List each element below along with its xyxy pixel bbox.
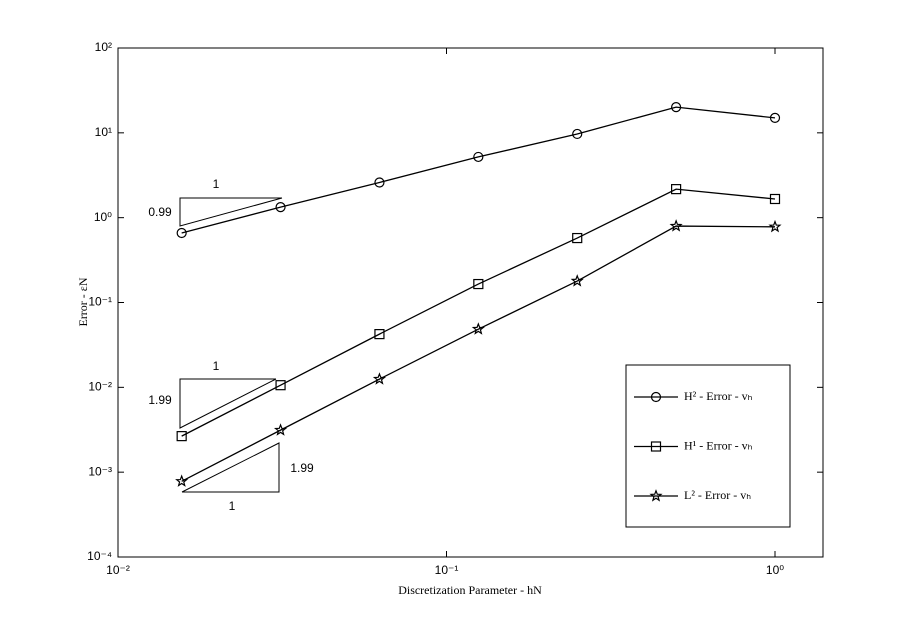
slope-triangle <box>179 197 283 227</box>
legend-marker <box>650 391 662 403</box>
y-tick-label: 10² <box>95 40 112 54</box>
x-tick-label: 10⁻¹ <box>435 563 459 577</box>
y-axis-label: Error - εN <box>76 277 90 326</box>
marker <box>769 193 781 205</box>
legend-label: L² - Error - vₕ <box>684 488 751 502</box>
x-axis-label: Discretization Parameter - hN <box>398 583 542 597</box>
slope-label: 0.99 <box>148 205 172 219</box>
marker <box>275 380 286 391</box>
series-line <box>181 225 776 482</box>
series-line <box>181 106 776 234</box>
marker <box>669 219 683 232</box>
marker <box>769 112 781 123</box>
y-tick-label: 10⁻² <box>88 380 112 394</box>
slope-triangle <box>179 378 277 429</box>
slope-label: 1 <box>213 359 220 373</box>
marker <box>572 232 583 244</box>
slope-label: 1 <box>213 177 220 191</box>
marker <box>671 184 682 195</box>
slope-triangle <box>181 442 280 493</box>
marker <box>473 151 484 163</box>
slope-label: 1.99 <box>290 461 314 475</box>
marker <box>671 102 682 113</box>
y-tick-label: 10⁰ <box>94 210 112 224</box>
marker <box>471 322 485 335</box>
legend-marker <box>649 489 663 502</box>
y-tick-label: 10⁻¹ <box>88 295 112 309</box>
slope-label: 1 <box>229 499 236 513</box>
series <box>175 219 782 487</box>
marker <box>175 474 189 487</box>
marker <box>374 329 385 340</box>
series <box>176 184 781 442</box>
series <box>176 102 781 239</box>
marker <box>273 423 288 436</box>
legend-label: H¹ - Error - vₕ <box>684 438 753 452</box>
y-tick-label: 10⁻⁴ <box>87 549 112 563</box>
legend-label: H² - Error - vₕ <box>684 389 753 403</box>
marker <box>372 372 387 385</box>
marker <box>570 274 584 287</box>
y-tick-label: 10⁻³ <box>88 464 112 478</box>
marker <box>374 177 385 188</box>
marker <box>473 278 484 290</box>
legend-marker <box>650 441 662 452</box>
x-tick-label: 10⁰ <box>766 563 784 577</box>
marker <box>275 202 286 213</box>
series-line <box>181 188 776 437</box>
slope-label: 1.99 <box>148 393 172 407</box>
marker <box>176 431 187 442</box>
marker <box>176 227 187 239</box>
x-tick-label: 10⁻² <box>106 563 130 577</box>
marker <box>572 128 583 140</box>
y-tick-label: 10¹ <box>95 125 112 139</box>
marker <box>768 219 782 233</box>
